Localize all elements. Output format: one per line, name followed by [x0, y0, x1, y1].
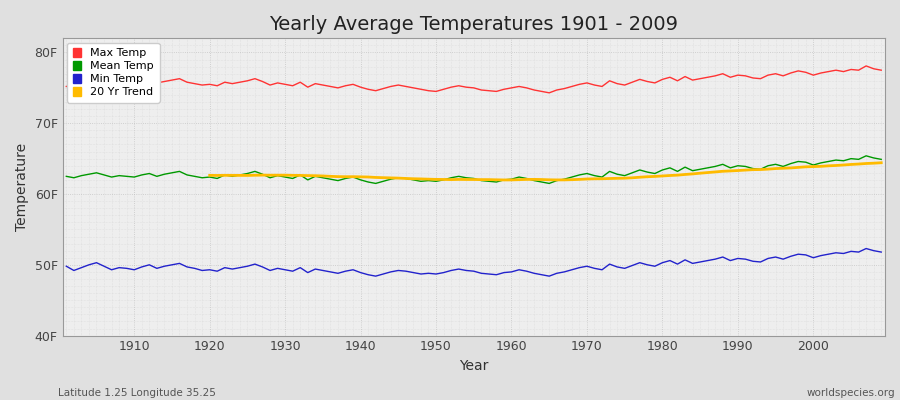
- Text: worldspecies.org: worldspecies.org: [807, 388, 896, 398]
- Legend: Max Temp, Mean Temp, Min Temp, 20 Yr Trend: Max Temp, Mean Temp, Min Temp, 20 Yr Tre…: [67, 43, 159, 103]
- Title: Yearly Average Temperatures 1901 - 2009: Yearly Average Temperatures 1901 - 2009: [269, 15, 679, 34]
- X-axis label: Year: Year: [459, 359, 489, 373]
- Text: Latitude 1.25 Longitude 35.25: Latitude 1.25 Longitude 35.25: [58, 388, 216, 398]
- Y-axis label: Temperature: Temperature: [15, 143, 29, 231]
